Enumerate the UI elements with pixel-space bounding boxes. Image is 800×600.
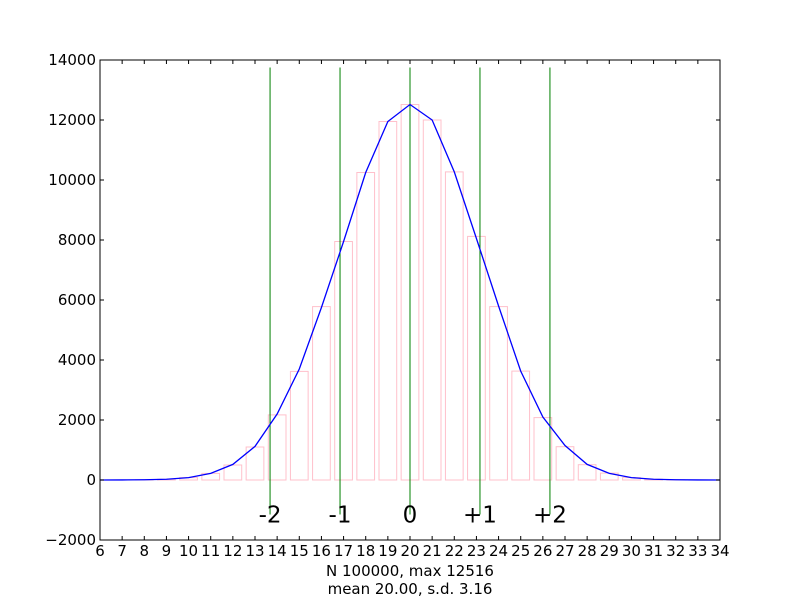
x-tick-label: 29: [600, 542, 619, 560]
x-tick-label: 15: [290, 542, 309, 560]
x-tick-label: 17: [334, 542, 353, 560]
x-tick-label: 27: [555, 542, 574, 560]
x-tick-label: 25: [511, 542, 530, 560]
y-tick-label: 6000: [58, 291, 96, 309]
curve-line: [99, 103, 721, 481]
caption-line-1: N 100000, max 12516: [326, 562, 494, 580]
histogram-bar: [533, 417, 553, 481]
x-tick-label: 33: [688, 542, 707, 560]
sd-label: +2: [533, 503, 567, 529]
normal-curve: [99, 103, 721, 481]
x-tick-label: 10: [179, 542, 198, 560]
sd-label: +1: [463, 503, 497, 529]
y-tick-label: 0: [86, 471, 96, 489]
x-tick-label: 7: [117, 542, 127, 560]
y-tick-label: 10000: [48, 171, 96, 189]
x-tick-label: 24: [489, 542, 508, 560]
x-tick-label: 21: [423, 542, 442, 560]
histogram-bar: [334, 241, 353, 481]
x-tick-label: 26: [533, 542, 552, 560]
x-tick-label: 23: [467, 542, 486, 560]
sd-label: -2: [259, 503, 282, 529]
x-tick-label: 30: [622, 542, 641, 560]
x-tick-label: 34: [710, 542, 729, 560]
x-tick-label: 22: [445, 542, 464, 560]
y-tick-labels: −2000 0 2000 4000 6000 8000 10000 12000 14000: [45, 51, 96, 549]
histogram-bars: [112, 104, 708, 481]
sd-lines: [269, 67, 551, 515]
x-tick-label: 28: [578, 542, 597, 560]
histogram-bar: [489, 306, 508, 481]
y-tick-label: 8000: [58, 231, 96, 249]
histogram-bar: [511, 370, 531, 481]
x-tick-labels: 6 7 8 9 10 11 12 13 14 15 16 17 18 19 20 21 22 23 24 25 26 27…: [95, 542, 729, 560]
x-tick-label: 12: [223, 542, 242, 560]
caption-line-2: mean 20.00, s.d. 3.16: [328, 580, 493, 598]
x-tick-label: 8: [140, 542, 150, 560]
histogram-bar: [356, 172, 376, 481]
x-tick-label: 11: [201, 542, 220, 560]
x-tick-label: 14: [268, 542, 287, 560]
y-tick-label: 4000: [58, 351, 96, 369]
y-tick-label: −2000: [45, 531, 96, 549]
sd-labels: -2 -1 0 +1 +2: [259, 503, 567, 529]
histogram-bar: [444, 171, 464, 481]
x-tick-label: 16: [312, 542, 331, 560]
y-tick-label: 2000: [58, 411, 96, 429]
sd-label: 0: [403, 503, 418, 529]
x-tick-label: 18: [356, 542, 375, 560]
sd-label: -1: [329, 503, 352, 529]
histogram-bar: [378, 121, 398, 481]
x-tick-label: 32: [666, 542, 685, 560]
x-tick-label: 13: [245, 542, 264, 560]
histogram-bar: [467, 235, 486, 481]
x-tick-label: 19: [378, 542, 397, 560]
x-tick-label: 6: [95, 542, 105, 560]
histogram-bar: [555, 446, 575, 481]
x-tick-label: 20: [400, 542, 419, 560]
histogram-bar: [422, 119, 442, 481]
histogram-bar: [267, 414, 287, 481]
axis-ticks: [99, 59, 721, 541]
y-tick-label: 14000: [48, 51, 96, 69]
x-tick-label: 31: [644, 542, 663, 560]
x-tick-label: 9: [162, 542, 172, 560]
y-tick-label: 12000: [48, 111, 96, 129]
histogram-bar: [289, 370, 309, 481]
histogram-bar: [312, 306, 331, 481]
